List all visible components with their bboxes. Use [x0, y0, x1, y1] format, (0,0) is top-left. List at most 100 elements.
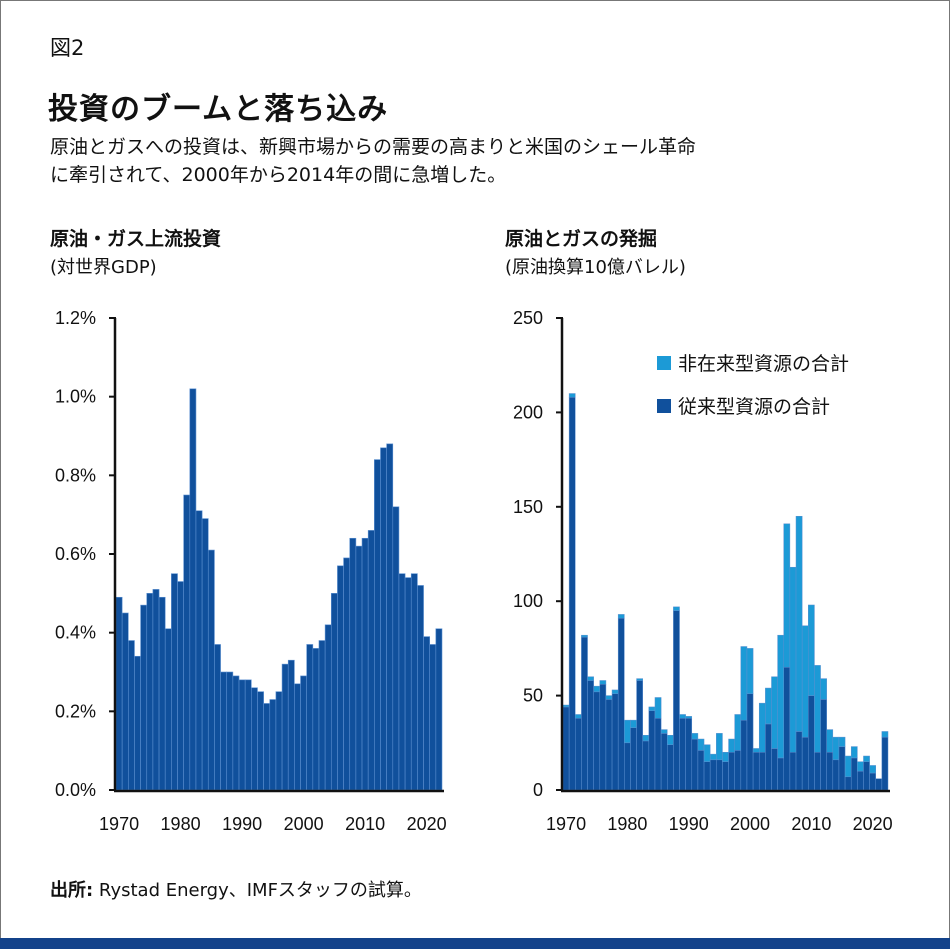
bar [128, 640, 135, 791]
bar [232, 675, 240, 791]
bar-unconventional [703, 744, 711, 762]
bar [398, 573, 406, 791]
bar-unconventional [814, 665, 821, 753]
bar [435, 628, 443, 791]
bar-unconventional [881, 731, 889, 738]
bar [214, 644, 221, 791]
bar-conventional [728, 751, 735, 791]
bar-conventional [685, 718, 693, 791]
bar-conventional [581, 636, 588, 791]
y-tick-label: 250 [513, 308, 543, 328]
bar-unconventional [844, 755, 852, 778]
bar-conventional [642, 740, 650, 791]
bar-unconventional [869, 765, 876, 774]
bar-unconventional [636, 678, 643, 681]
bar-conventional [765, 723, 772, 791]
bar [164, 628, 172, 791]
bottom-bar [0, 938, 950, 949]
bar [220, 671, 228, 791]
bar-unconventional [611, 689, 619, 694]
bar [121, 612, 129, 791]
bar-conventional [832, 759, 840, 791]
bar-unconventional [832, 736, 840, 761]
bar [386, 443, 394, 791]
bar-unconventional [593, 685, 601, 693]
bar-unconventional [617, 614, 625, 619]
bar [361, 537, 369, 791]
figure-title: 投資のブームと落ち込み [48, 92, 389, 127]
y-tick-label: 0.4% [55, 623, 96, 643]
x-tick-label: 2000 [730, 814, 770, 834]
x-tick-label: 1990 [669, 814, 709, 834]
bar-conventional [617, 617, 625, 791]
bar-unconventional [709, 753, 717, 761]
bar [300, 675, 307, 791]
bar [171, 573, 178, 791]
left-chart-subtitle: (対世界GDP) [50, 257, 157, 278]
bar-conventional [605, 699, 613, 791]
bar-unconventional [716, 733, 723, 761]
y-tick-label: 0.8% [55, 465, 96, 485]
source-note: 出所: Rystad Energy、IMFスタッフの試算。 [50, 876, 422, 902]
bar-conventional [752, 751, 760, 791]
bar [404, 577, 412, 791]
bar [134, 655, 141, 791]
right-chart: 0 50 100 150 200 250 1970 1980 1990 2000 2010 2020 [513, 308, 893, 834]
bar-conventional [679, 718, 686, 791]
bar [306, 644, 314, 791]
y-tick-label: 0.2% [55, 701, 96, 721]
bar [281, 663, 289, 791]
left-chart-title: 原油・ガス上流投資 [50, 228, 222, 250]
bar-unconventional [795, 515, 803, 732]
bar-conventional [740, 719, 748, 791]
bar [417, 585, 424, 791]
bar-unconventional [722, 751, 729, 762]
bar-unconventional [789, 566, 797, 753]
y-tick-label: 200 [513, 402, 543, 422]
source-text: Rystad Energy、IMFスタッフの試算。 [93, 880, 422, 901]
bar [269, 699, 277, 791]
bar-unconventional [648, 706, 656, 711]
bar-unconventional [746, 648, 754, 694]
bar-unconventional [654, 697, 662, 719]
bar [287, 659, 295, 791]
bar [158, 596, 166, 791]
bar-unconventional [777, 634, 785, 759]
bar-conventional [709, 759, 717, 791]
bar [349, 537, 357, 791]
bar-unconventional [642, 734, 650, 742]
bar-conventional [568, 397, 576, 791]
bar-conventional [636, 680, 643, 791]
bar-conventional [801, 736, 809, 791]
bar-conventional [758, 751, 766, 791]
bar-conventional [611, 693, 619, 791]
y-tick-label: 0.0% [55, 780, 96, 800]
bar-conventional [844, 776, 852, 791]
bar-unconventional [697, 738, 705, 751]
bar [183, 494, 191, 791]
bar-unconventional [581, 634, 588, 638]
bar [152, 589, 160, 791]
bar [226, 671, 234, 791]
bar [294, 683, 301, 791]
bar [312, 648, 320, 791]
bar-unconventional [599, 680, 607, 685]
bar-conventional [716, 759, 723, 791]
right-chart-subtitle: (原油換算10億バレル) [505, 257, 686, 278]
y-tick-label: 0 [533, 780, 543, 800]
y-tick-label: 50 [523, 686, 543, 706]
bar-conventional [660, 733, 668, 791]
x-tick-label: 1980 [161, 814, 201, 834]
legend-swatch-unconventional [657, 356, 671, 370]
y-tick-label: 1.2% [55, 308, 96, 328]
bar [330, 593, 338, 791]
bar-unconventional [685, 716, 693, 719]
subtitle-line-2: に牽引されて、2000年から2014年の間に急増した。 [50, 164, 507, 186]
bar [207, 549, 215, 791]
bar [410, 573, 418, 791]
bar [380, 447, 387, 791]
bar-conventional [630, 727, 637, 791]
x-tick-label: 1990 [222, 814, 262, 834]
x-tick-label: 2020 [407, 814, 447, 834]
bar-unconventional [679, 714, 686, 719]
